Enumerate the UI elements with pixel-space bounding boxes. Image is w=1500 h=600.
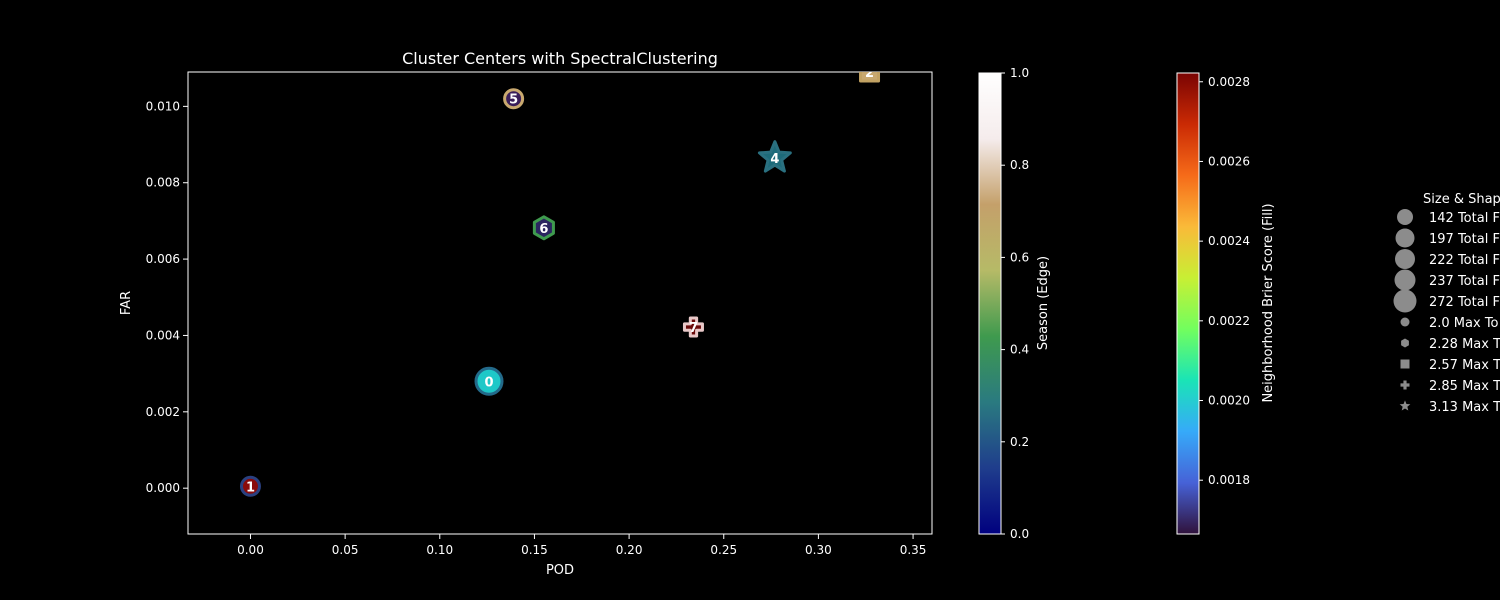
cluster-marker-7	[682, 316, 704, 338]
x-axis-ticks: 0.00 0.05 0.10 0.15 0.20 0.25 0.30 0.35	[237, 534, 926, 557]
legend-entry-label: 272 Total F	[1429, 295, 1500, 310]
legend-entry-label: 222 Total F	[1429, 253, 1500, 268]
brier-tick-label: 0.0028	[1208, 75, 1250, 89]
x-tick-label: 0.00	[237, 543, 264, 557]
brier-tick-label: 0.0026	[1208, 154, 1250, 168]
legend-entry-label: 2.57 Max T	[1429, 358, 1500, 373]
season-colorbar-ticks: 0.0 0.2 0.4 0.6 0.8 1.0	[1001, 66, 1029, 541]
cluster-marker-5	[503, 88, 525, 110]
cluster-label-4: 4	[770, 152, 779, 167]
x-tick-label: 0.35	[900, 543, 927, 557]
legend: 142 Total F 197 Total F 222 Total F 237 Tot…	[1393, 209, 1500, 415]
season-colorbar-label: Season (Edge)	[1036, 256, 1051, 350]
legend-marker	[1400, 317, 1410, 327]
cluster-points: 0 1 2 4 5 6 7	[239, 66, 881, 497]
season-tick-label: 0.4	[1010, 343, 1029, 357]
legend-marker	[1400, 359, 1410, 369]
chart-title: Cluster Centers with SpectralClustering	[402, 49, 718, 68]
legend-entry-label: 2.0 Max To	[1429, 316, 1499, 331]
season-tick-label: 0.6	[1010, 250, 1029, 264]
legend-marker	[1399, 400, 1411, 411]
season-tick-label: 0.0	[1010, 527, 1029, 541]
legend-marker	[1401, 338, 1409, 348]
brier-tick-label: 0.0018	[1208, 473, 1250, 487]
y-tick-label: 0.004	[146, 328, 180, 342]
legend-marker	[1395, 228, 1415, 248]
legend-entry-label: 142 Total F	[1429, 211, 1500, 226]
season-tick-label: 1.0	[1010, 66, 1029, 80]
cluster-label-7: 7	[689, 321, 698, 336]
cluster-label-1: 1	[246, 480, 255, 495]
y-axis-label: FAR	[119, 291, 134, 315]
cluster-label-5: 5	[509, 93, 518, 108]
plot-area	[187, 71, 933, 535]
y-axis-ticks: 0.000 0.002 0.004 0.006 0.008 0.010	[146, 99, 188, 495]
y-tick-label: 0.010	[146, 99, 180, 113]
x-tick-label: 0.20	[616, 543, 643, 557]
brier-tick-label: 0.0022	[1208, 314, 1250, 328]
legend-title: Size & Shap	[1423, 192, 1500, 207]
brier-tick-label: 0.0024	[1208, 234, 1250, 248]
cluster-marker-1	[239, 475, 261, 497]
y-tick-label: 0.002	[146, 405, 180, 419]
legend-marker	[1393, 289, 1417, 313]
legend-entry-label: 3.13 Max T	[1429, 400, 1500, 415]
cluster-marker-2	[859, 72, 881, 83]
cluster-marker-6	[532, 215, 555, 241]
x-tick-label: 0.30	[805, 543, 832, 557]
season-colorbar	[978, 72, 1002, 535]
legend-marker	[1397, 209, 1413, 225]
legend-entry-label: 2.85 Max T	[1429, 379, 1500, 394]
season-tick-label: 0.8	[1010, 158, 1029, 172]
brier-colorbar	[1176, 72, 1200, 535]
legend-entry-label: 197 Total F	[1429, 232, 1500, 247]
y-tick-label: 0.008	[146, 176, 180, 190]
legend-marker	[1395, 249, 1415, 269]
x-tick-label: 0.05	[332, 543, 359, 557]
cluster-label-0: 0	[484, 375, 493, 390]
cluster-marker-4	[757, 140, 792, 173]
x-axis-label: POD	[546, 563, 574, 578]
legend-marker	[1400, 380, 1410, 390]
y-tick-label: 0.006	[146, 252, 180, 266]
brier-colorbar-label: Neighborhood Brier Score (Fill)	[1261, 203, 1276, 402]
legend-marker	[1394, 269, 1416, 291]
brier-tick-label: 0.0020	[1208, 394, 1250, 408]
cluster-label-6: 6	[539, 222, 548, 237]
brier-colorbar-ticks: 0.0018 0.0020 0.0022 0.0024 0.0026 0.0028	[1199, 75, 1250, 487]
cluster-marker-0	[474, 366, 504, 396]
x-tick-label: 0.15	[521, 543, 548, 557]
season-tick-label: 0.2	[1010, 435, 1029, 449]
x-tick-label: 0.25	[710, 543, 737, 557]
y-tick-label: 0.000	[146, 481, 180, 495]
legend-entry-label: 237 Total F	[1429, 274, 1500, 289]
x-tick-label: 0.10	[426, 543, 453, 557]
cluster-label-2: 2	[865, 66, 874, 81]
legend-entry-label: 2.28 Max T	[1429, 337, 1500, 352]
